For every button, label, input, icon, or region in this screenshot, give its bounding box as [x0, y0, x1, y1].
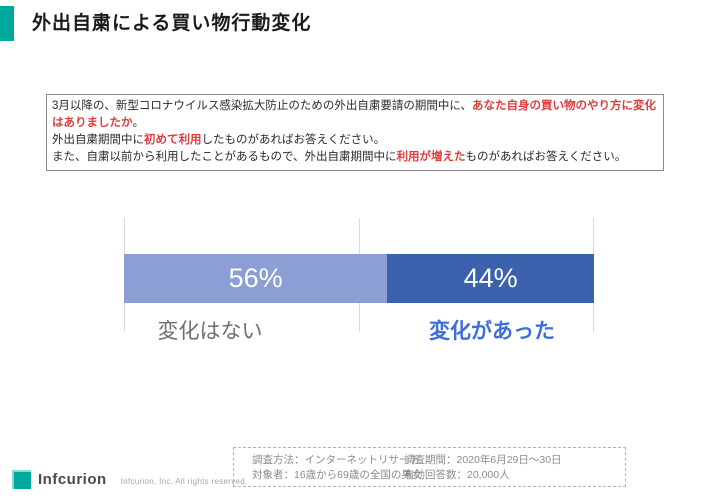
survey-subjects: 対象者：16歳から69歳の全国の男女 — [252, 469, 423, 481]
question-text: したものがあればお答えください。 — [201, 134, 386, 146]
infcurion-logo-icon — [12, 470, 31, 489]
survey-info-box: 調査方法：インターネットリサーチ 調査期間：2020年6月29日～30日 対象者… — [233, 447, 626, 487]
question-text: 。 — [132, 117, 145, 129]
question-text-highlight: はありましたか — [52, 117, 133, 129]
survey-info-row: 調査方法：インターネットリサーチ 調査期間：2020年6月29日～30日 — [252, 453, 625, 468]
survey-info-row: 対象者：16歳から69歳の全国の男女 有効回答数：20,000人 — [252, 468, 625, 483]
logo-text: Infcurion — [38, 471, 107, 488]
question-text-highlight: 利用が増えた — [396, 151, 466, 163]
category-label-no-change: 変化はない — [157, 320, 263, 343]
question-text: 3月以降の、新型コロナウイルス感染拡大防止のための外出自粛要請の期間中に、 — [52, 100, 473, 112]
category-label-changed: 変化があった — [429, 320, 555, 343]
question-text-highlight: あなた自身の買い物のやり方に変化 — [472, 100, 657, 112]
copyright-text: Infcurion, Inc. All rights reserved. — [120, 477, 248, 486]
bar-segment-changed: 44% — [387, 254, 594, 303]
value-label-changed: 44% — [463, 263, 518, 293]
survey-method: 調査方法：インターネットリサーチ — [252, 454, 420, 466]
value-label-no-change: 56% — [228, 263, 283, 293]
question-line-4: また、自粛以前から利用したことがあるもので、外出自粛期間中に利用が増えたものがあ… — [52, 149, 658, 166]
question-text-highlight: 初めて利用 — [144, 134, 202, 146]
question-text: また、自粛以前から利用したことがあるもので、外出自粛期間中に — [52, 151, 397, 163]
question-text: 外出自粛期間中に — [52, 134, 144, 146]
question-text: ものがあればお答えください。 — [465, 151, 627, 163]
title-accent-bar — [0, 6, 14, 41]
question-line-3: 外出自粛期間中に初めて利用したものがあればお答えください。 — [52, 132, 658, 149]
survey-responses: 有効回答数：20,000人 — [404, 469, 510, 481]
slide-header: 外出自粛による買い物行動変化 — [0, 6, 311, 41]
question-line-2: はありましたか。 — [52, 115, 658, 132]
stacked-bar: 56% 44% — [124, 254, 594, 303]
question-line-1: 3月以降の、新型コロナウイルス感染拡大防止のための外出自粛要請の期間中に、あなた… — [52, 98, 658, 115]
page-title: 外出自粛による買い物行動変化 — [32, 13, 312, 34]
footer-logo: Infcurion Infcurion, Inc. All rights res… — [12, 470, 248, 489]
survey-period: 調査期間：2020年6月29日～30日 — [404, 454, 562, 466]
bar-segment-no-change: 56% — [124, 254, 388, 303]
bar-chart: 56% 44% 変化はない 変化があった — [124, 218, 594, 348]
question-box: 3月以降の、新型コロナウイルス感染拡大防止のための外出自粛要請の期間中に、あなた… — [46, 94, 664, 171]
